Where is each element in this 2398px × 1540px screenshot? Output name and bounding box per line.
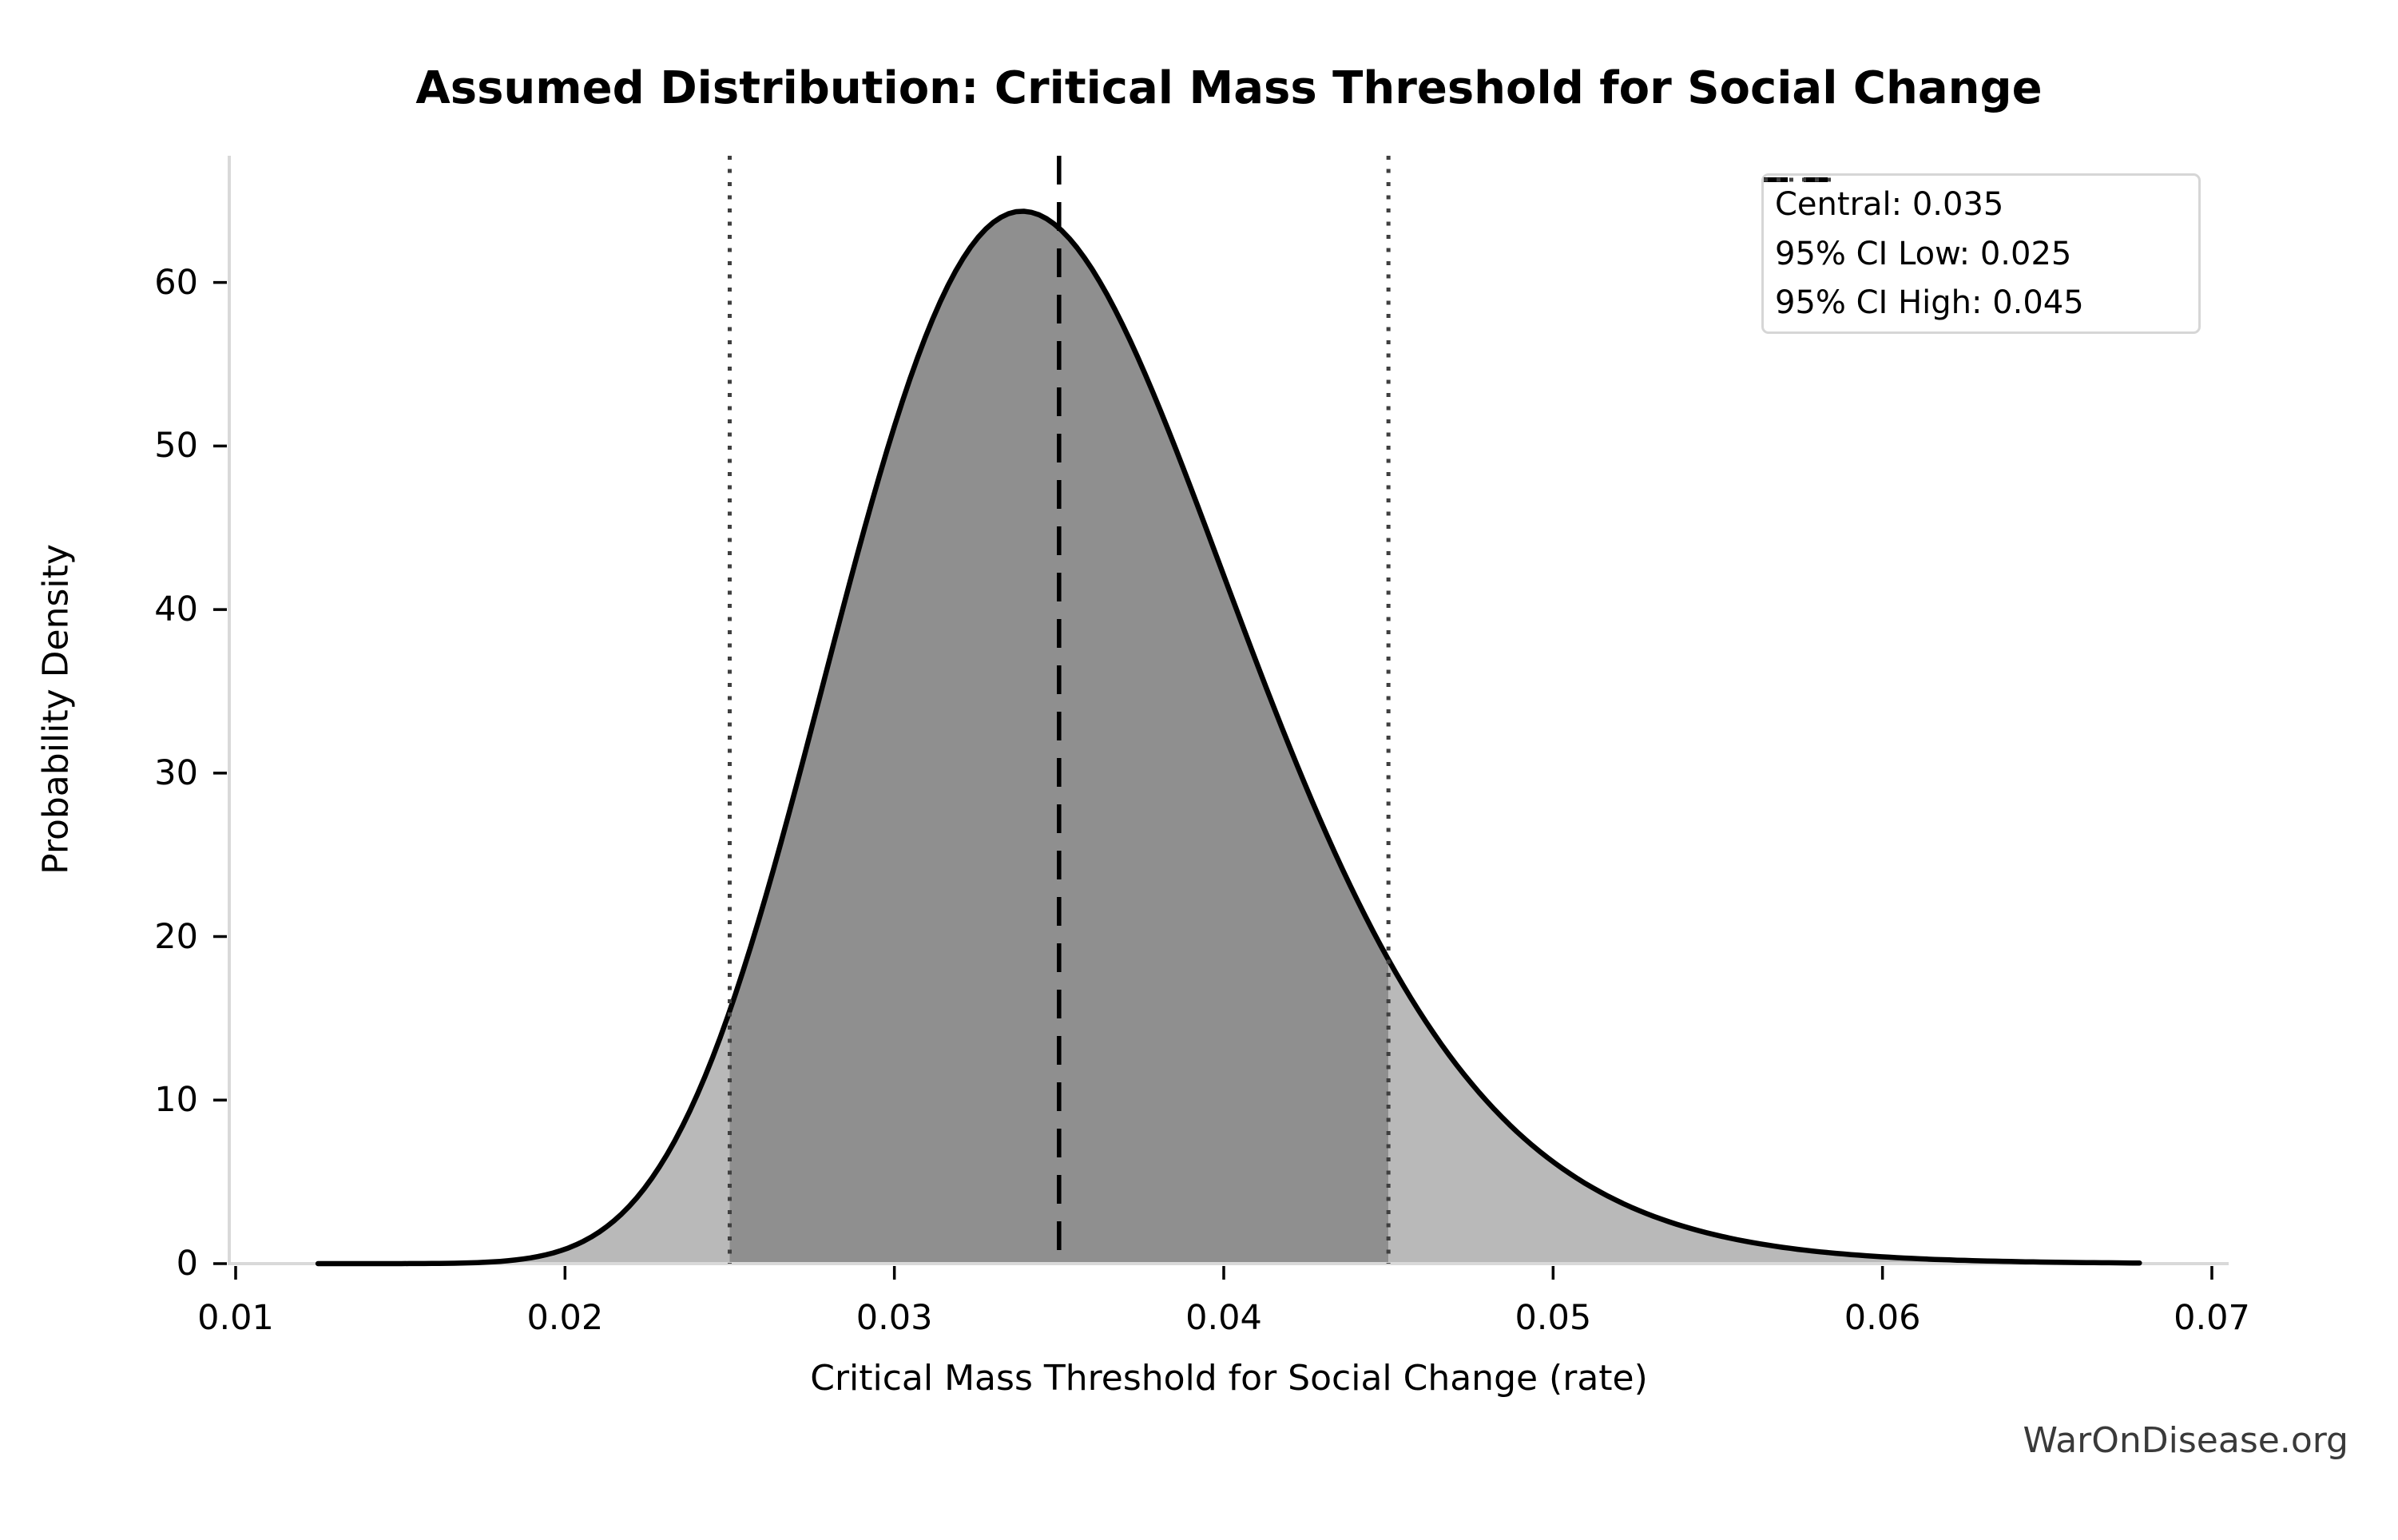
x-tick-label: 0.07 [2174,1298,2250,1338]
x-tick-label: 0.04 [1185,1298,1262,1338]
y-tick-label: 10 [154,1080,198,1121]
x-tick-label: 0.06 [1844,1298,1921,1338]
y-tick-label: 60 [154,262,198,303]
watermark-text: WarOnDisease.org [2023,1420,2348,1461]
x-axis-title: Critical Mass Threshold for Social Chang… [810,1358,1648,1399]
x-tick-label: 0.03 [856,1298,933,1338]
dashed-line-sample-icon [1764,177,1831,182]
y-tick-label: 0 [176,1244,198,1284]
density-fill-left-tail [318,1010,730,1264]
dotted-line-sample-icon [1764,177,1831,182]
chart-title: Assumed Distribution: Critical Mass Thre… [415,62,2043,114]
legend-item: 95% CI Low: 0.025 [1764,177,2190,279]
legend-label: Central: 0.035 [1775,185,2004,223]
y-tick-label: 30 [154,752,198,793]
x-tick-label: 0.02 [526,1298,604,1338]
legend-label: 95% CI Low: 0.025 [1775,235,2072,272]
y-tick-label: 40 [154,589,198,630]
x-tick-label: 0.01 [197,1298,274,1338]
legend-item: 95% CI High: 0.045 [1764,177,2190,327]
legend: Central: 0.035 95% CI Low: 0.025 95% CI Hi… [1761,173,2201,334]
y-tick-label: 50 [154,426,198,466]
density-curve [315,208,2142,1267]
density-fill-right-tail [1388,959,2140,1264]
legend-item: Central: 0.035 [1764,177,2190,229]
x-tick-label: 0.05 [1515,1298,1592,1338]
legend-label: 95% CI High: 0.045 [1775,284,2084,322]
y-tick-label: 20 [154,916,198,957]
